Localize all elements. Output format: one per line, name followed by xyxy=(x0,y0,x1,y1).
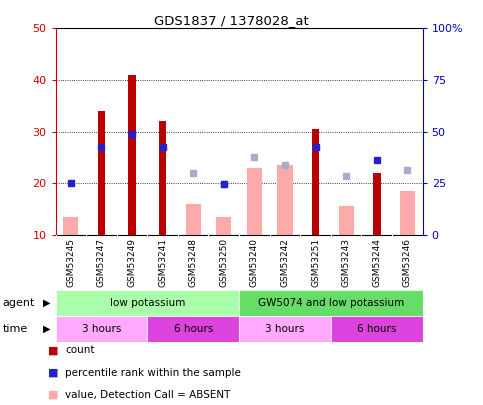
Bar xyxy=(339,207,354,235)
Text: GSM53240: GSM53240 xyxy=(250,238,259,287)
Text: GSM53251: GSM53251 xyxy=(311,238,320,287)
Text: 3 hours: 3 hours xyxy=(265,324,305,334)
Text: count: count xyxy=(65,345,95,355)
Bar xyxy=(277,165,293,235)
Text: GSM53248: GSM53248 xyxy=(189,238,198,287)
Bar xyxy=(159,121,167,235)
Bar xyxy=(56,316,147,342)
Bar xyxy=(239,316,331,342)
Text: percentile rank within the sample: percentile rank within the sample xyxy=(65,368,241,377)
Text: GSM53244: GSM53244 xyxy=(372,238,381,286)
Bar xyxy=(247,168,262,235)
Text: ▶: ▶ xyxy=(43,324,50,334)
Text: GDS1837 / 1378028_at: GDS1837 / 1378028_at xyxy=(155,14,309,27)
Text: GW5074 and low potassium: GW5074 and low potassium xyxy=(258,298,404,308)
Bar xyxy=(216,217,231,235)
Text: GSM53249: GSM53249 xyxy=(128,238,137,287)
Text: ■: ■ xyxy=(48,368,59,377)
Bar xyxy=(98,111,105,235)
Text: ■: ■ xyxy=(48,390,59,400)
Bar xyxy=(312,129,319,235)
Text: low potassium: low potassium xyxy=(110,298,185,308)
Bar xyxy=(400,191,415,235)
Bar xyxy=(56,290,239,316)
Text: GSM53241: GSM53241 xyxy=(158,238,167,287)
Bar xyxy=(185,204,201,235)
Text: GSM53245: GSM53245 xyxy=(66,238,75,287)
Bar xyxy=(128,75,136,235)
Bar xyxy=(63,217,78,235)
Text: ■: ■ xyxy=(48,345,59,355)
Text: GSM53250: GSM53250 xyxy=(219,238,228,287)
Text: time: time xyxy=(2,324,28,334)
Text: agent: agent xyxy=(2,298,35,308)
Text: 6 hours: 6 hours xyxy=(357,324,397,334)
Text: 3 hours: 3 hours xyxy=(82,324,121,334)
Bar xyxy=(331,316,423,342)
Text: GSM53242: GSM53242 xyxy=(281,238,289,286)
Bar xyxy=(373,173,381,235)
Text: GSM53247: GSM53247 xyxy=(97,238,106,287)
Bar xyxy=(239,290,423,316)
Text: value, Detection Call = ABSENT: value, Detection Call = ABSENT xyxy=(65,390,230,400)
Text: 6 hours: 6 hours xyxy=(173,324,213,334)
Text: ▶: ▶ xyxy=(43,298,50,308)
Text: GSM53246: GSM53246 xyxy=(403,238,412,287)
Text: GSM53243: GSM53243 xyxy=(341,238,351,287)
Bar xyxy=(147,316,239,342)
